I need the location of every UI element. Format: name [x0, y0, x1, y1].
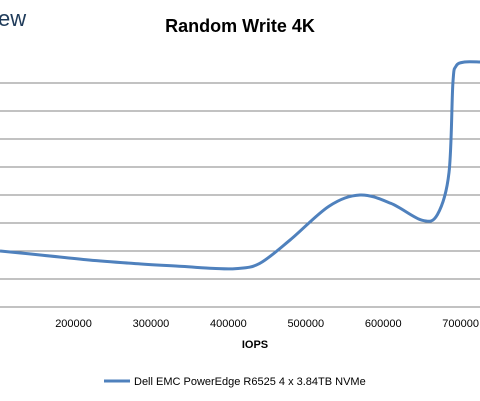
gridlines	[0, 82, 480, 280]
x-tick-label: 300000	[133, 318, 170, 330]
x-tick-label: 600000	[365, 318, 402, 330]
series-line-0	[0, 60, 480, 271]
legend-label: Dell EMC PowerEdge R6525 4 x 3.84TB NVMe	[134, 376, 366, 388]
x-tick-label: 700000	[442, 318, 479, 330]
x-tick-label: 500000	[287, 318, 324, 330]
watermark-fragment: ew	[0, 6, 26, 31]
x-tick-label: 400000	[210, 318, 247, 330]
x-axis-ticks: 200000 300000 400000 500000 600000 700000	[55, 318, 479, 330]
series-lines	[0, 60, 480, 271]
chart-title: Random Write 4K	[165, 16, 315, 36]
legend: Dell EMC PowerEdge R6525 4 x 3.84TB NVMe	[104, 376, 366, 388]
x-tick-label: 200000	[55, 318, 92, 330]
x-axis-label: IOPS	[242, 339, 268, 351]
